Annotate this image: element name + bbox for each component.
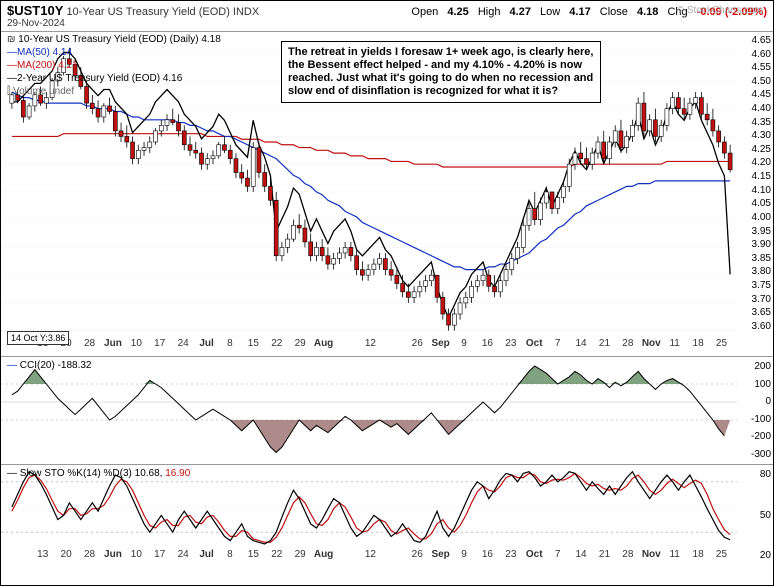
chart-legends: ₪ 10-Year US Treasury Yield (EOD) (Daily…	[7, 33, 221, 98]
main-x-axis: 132028Jun101724Jul8152229Aug1226Sep91623…	[31, 338, 733, 354]
ticker-symbol: $UST10Y	[7, 3, 63, 18]
ticker-description: 10-Year US Treasury Yield (EOD) INDX	[66, 6, 259, 18]
cci-chart-svg	[1, 357, 737, 465]
stochastic-panel: — Slow STO %K(14) %D(3) 10.68, 16.90 805…	[1, 465, 773, 565]
watermark: © StockCharts.com	[677, 5, 763, 16]
price-y-axis: 4.654.604.554.504.454.404.354.304.254.20…	[737, 31, 771, 336]
bottom-x-axis: 132028Jun101724Jul8152229Aug1226Sep91623…	[31, 549, 733, 563]
annotation-box: The retreat in yields I foresaw 1+ week …	[281, 41, 601, 103]
cci-y-axis: 2001000-100-200-300	[737, 361, 771, 460]
sto-y-axis: 805020	[737, 469, 771, 561]
chart-header: $UST10Y 10-Year US Treasury Yield (EOD) …	[1, 1, 773, 32]
crosshair-label: 14 Oct Y:3.86	[7, 331, 69, 345]
chart-date: 29-Nov-2024	[7, 18, 767, 29]
cci-panel: — CCI(20) -188.32 2001000-100-200-300	[1, 357, 773, 465]
